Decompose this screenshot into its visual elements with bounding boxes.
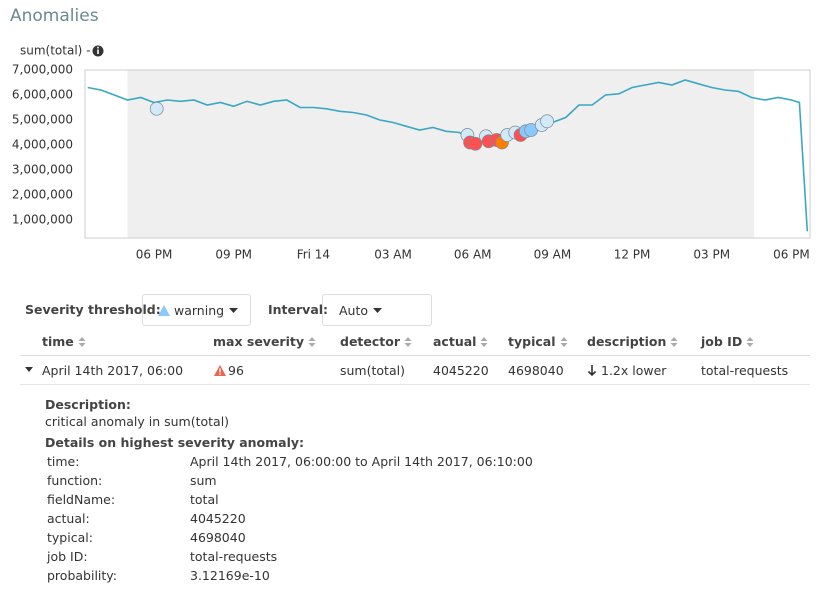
field-value: 3.12169e-10 xyxy=(190,568,270,583)
x-tick-label: 03 AM xyxy=(374,248,412,262)
anomaly-marker xyxy=(468,136,483,151)
table-cell: April 14th 2017, 06:00 xyxy=(42,363,184,378)
y-tick-label: 3,000,000 xyxy=(12,163,73,177)
field-key: job ID: xyxy=(47,549,88,564)
field-value: 4045220 xyxy=(190,511,246,526)
field-value: total xyxy=(190,492,219,507)
anomaly-marker xyxy=(540,114,554,129)
line xyxy=(87,79,809,232)
sort-icon[interactable] xyxy=(308,337,316,347)
field-key: typical: xyxy=(47,530,93,545)
y-tick-label: 2,000,000 xyxy=(12,188,73,202)
y-tick-label: 1,000,000 xyxy=(12,213,73,227)
column-header[interactable]: actual xyxy=(433,334,477,349)
anomaly-marker xyxy=(149,101,164,116)
column-header[interactable]: typical xyxy=(508,334,556,349)
field-value: sum xyxy=(190,473,217,488)
severity-select[interactable]: warning xyxy=(142,294,251,326)
critical-icon xyxy=(214,365,226,376)
table-cell: 4698040 xyxy=(508,363,564,378)
sort-icon[interactable] xyxy=(746,337,754,347)
table-cell: 4045220 xyxy=(433,363,489,378)
y-tick-label: 5,000,000 xyxy=(12,113,73,127)
interval-select[interactable]: Auto xyxy=(322,294,432,326)
sort-icon[interactable] xyxy=(670,337,678,347)
x-tick-label: 06 PM xyxy=(136,248,173,262)
x-tick-label: 06 PM xyxy=(773,248,810,262)
selection-range xyxy=(127,70,755,238)
x-tick-label: 09 PM xyxy=(215,248,252,262)
x-tick-label: 12 PM xyxy=(614,248,651,262)
severity-label: Severity threshold: xyxy=(25,302,161,317)
table-cell: 96 xyxy=(228,363,244,378)
severity-value: warning xyxy=(174,303,225,318)
caret xyxy=(373,308,382,313)
details-heading: Details on highest severity anomaly: xyxy=(45,435,305,450)
table-cell: total-requests xyxy=(701,363,789,378)
divider xyxy=(20,384,810,385)
field-key: actual: xyxy=(47,511,90,526)
warning-icon xyxy=(158,305,170,316)
field-value: total-requests xyxy=(190,549,278,564)
down-arrow xyxy=(587,365,597,377)
chart: sum(total) - 1,000,000 2,000,000 3,000,000… xyxy=(12,44,811,262)
column-header[interactable]: time xyxy=(42,334,74,349)
sort-icon[interactable] xyxy=(480,337,488,347)
info-icon xyxy=(92,45,104,57)
column-header[interactable]: max severity xyxy=(213,334,304,349)
interval-label: Interval: xyxy=(268,302,329,317)
caret xyxy=(229,308,238,313)
column-header[interactable]: description xyxy=(587,334,667,349)
interval-value: Auto xyxy=(339,303,369,318)
sort-icon[interactable] xyxy=(78,337,86,347)
x-tick-label: 09 AM xyxy=(534,248,572,262)
divider xyxy=(20,355,810,356)
page-title: Anomalies xyxy=(10,6,99,26)
y-tick-label: 4,000,000 xyxy=(12,138,73,152)
field-key: probability: xyxy=(47,568,117,583)
y-tick-label: 6,000,000 xyxy=(12,88,73,102)
field-key: time: xyxy=(47,454,80,469)
table-cell: 1.2x lower xyxy=(601,363,667,378)
x-tick-label: 03 PM xyxy=(693,248,730,262)
field-key: function: xyxy=(47,473,103,488)
sort-icon[interactable] xyxy=(404,337,412,347)
description-label: Description: xyxy=(45,397,131,412)
sort-icon[interactable] xyxy=(560,337,568,347)
column-header[interactable]: job ID xyxy=(701,334,743,349)
description: critical anomaly in sum(total) xyxy=(45,414,230,429)
field-value: April 14th 2017, 06:00:00 to April 14th … xyxy=(190,454,533,469)
table-cell: sum(total) xyxy=(340,363,405,378)
x-tick-label: Fri 14 xyxy=(297,248,330,262)
expand-arrow[interactable] xyxy=(25,367,34,373)
field-value: 4698040 xyxy=(190,530,246,545)
column-header[interactable]: detector xyxy=(340,334,401,349)
x-tick-label: 06 AM xyxy=(454,248,492,262)
field-key: fieldName: xyxy=(47,492,116,507)
y-label: sum(total) - xyxy=(20,44,91,58)
y-tick-label: 7,000,000 xyxy=(12,63,73,77)
